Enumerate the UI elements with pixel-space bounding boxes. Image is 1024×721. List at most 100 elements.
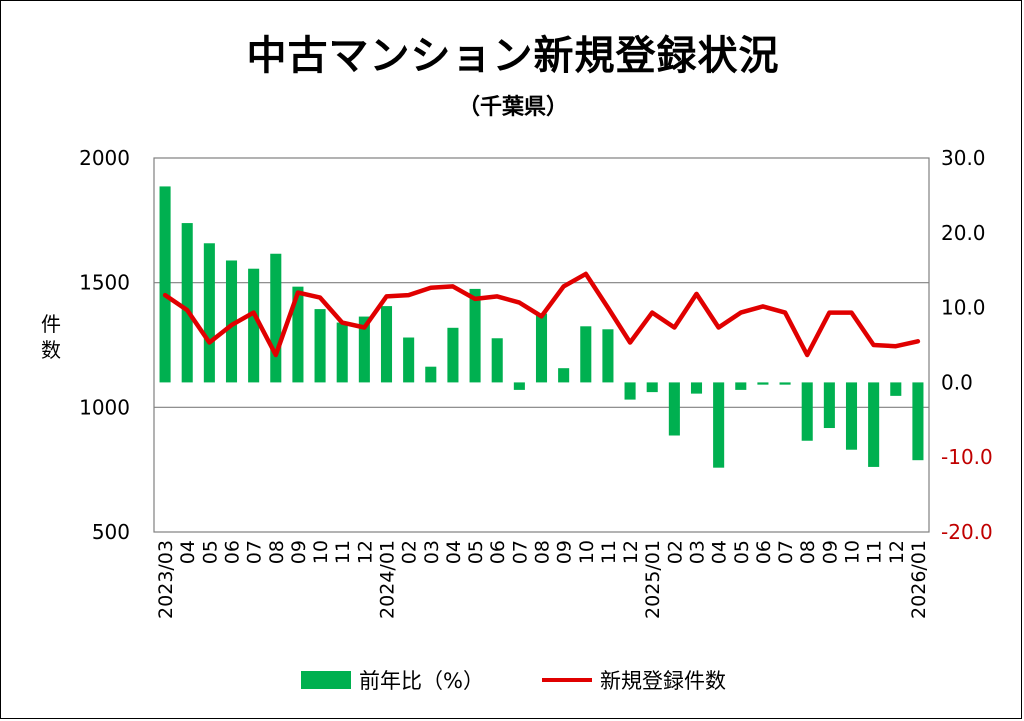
- bar-mark: [868, 382, 880, 467]
- y-axis-label-char: 件: [41, 312, 61, 336]
- bar-series: [159, 186, 924, 468]
- bar-mark: [292, 286, 304, 383]
- x-tick-label: 05: [731, 540, 753, 564]
- x-tick-label: 06: [753, 540, 775, 564]
- grid-lines: [153, 157, 930, 533]
- right-tick-label: -20.0: [941, 520, 993, 544]
- bar-mark: [757, 382, 769, 385]
- y-axis-label-char: 数: [41, 338, 61, 362]
- bar-mark: [447, 327, 459, 383]
- x-tick-label: 09: [819, 540, 841, 564]
- bar-mark: [314, 309, 326, 383]
- x-tick-label: 10: [576, 540, 598, 564]
- x-tick-label: 12: [886, 540, 908, 564]
- x-tick-label: 04: [177, 540, 199, 564]
- bar-mark: [801, 382, 813, 441]
- x-tick-label: 11: [598, 540, 620, 564]
- bar-mark: [181, 223, 193, 383]
- plot-border: [153, 157, 930, 533]
- left-tick-label: 500: [92, 520, 130, 544]
- legend-bar-swatch: [301, 671, 351, 689]
- legend: 前年比（%） 新規登録件数: [301, 665, 726, 695]
- right-tick-label: 30.0: [941, 146, 986, 170]
- x-tick-label: 10: [310, 540, 332, 564]
- left-tick-label: 1500: [79, 271, 130, 295]
- x-tick-label: 10: [842, 540, 864, 564]
- bar-mark: [668, 382, 680, 436]
- legend-item-line: 新規登録件数: [502, 665, 726, 695]
- x-tick-label: 2026/01: [908, 540, 930, 619]
- bar-mark: [403, 337, 415, 383]
- x-tick-label: 07: [509, 540, 531, 564]
- bar-mark: [248, 268, 260, 383]
- bar-mark: [159, 186, 171, 383]
- right-tick-label: 0.0: [941, 370, 973, 394]
- x-tick-label: 03: [421, 540, 443, 564]
- bar-mark: [580, 326, 592, 383]
- bar-mark: [336, 322, 348, 383]
- bar-mark: [823, 382, 835, 429]
- x-tick-label: 04: [709, 540, 731, 564]
- bar-mark: [779, 382, 791, 385]
- x-tick-label: 2025/01: [642, 540, 664, 619]
- chart-subtitle: （千葉県）: [457, 95, 568, 120]
- bar-mark: [513, 382, 525, 390]
- x-tick-label: 2024/01: [377, 540, 399, 619]
- legend-line-swatch: [541, 678, 592, 682]
- x-tick-label: 11: [864, 540, 886, 564]
- bar-mark: [890, 382, 902, 396]
- legend-item-bar: 前年比（%）: [301, 665, 484, 695]
- bar-mark: [690, 382, 703, 394]
- x-tick-label: 07: [775, 540, 797, 564]
- x-tick-label: 09: [288, 540, 310, 564]
- x-tick-label: 02: [399, 540, 421, 564]
- bar-mark: [845, 382, 858, 450]
- x-tick-label: 09: [554, 540, 576, 564]
- x-tick-label: 05: [199, 540, 221, 564]
- x-tick-label: 02: [664, 540, 686, 564]
- bar-mark: [491, 338, 503, 383]
- x-tick-label: 07: [244, 540, 266, 564]
- left-tick-label: 1000: [79, 395, 130, 419]
- x-tick-label: 12: [620, 540, 642, 564]
- line-series: [162, 271, 921, 358]
- bar-mark: [535, 313, 548, 383]
- x-tick-label: 2023/03: [155, 540, 177, 619]
- bar-mark: [735, 382, 747, 390]
- bar-mark: [469, 288, 481, 383]
- right-tick-label: 20.0: [941, 221, 986, 245]
- x-tick-label: 06: [487, 540, 509, 564]
- left-tick-label: 2000: [79, 146, 130, 170]
- bar-mark: [203, 243, 215, 383]
- bar-mark: [380, 306, 393, 383]
- x-tick-label: 08: [532, 540, 554, 564]
- line-series-path: [162, 271, 921, 358]
- x-tick-label: 08: [797, 540, 819, 564]
- x-tick-label: 06: [222, 540, 244, 564]
- axes: 2000 1500 1000 500 30.0 20.0 10.0 0.0 -10.0 -20.0…: [79, 146, 993, 619]
- bar-mark: [225, 260, 238, 383]
- y-axis-label: 件数: [41, 312, 61, 362]
- bar-mark: [425, 366, 437, 383]
- x-tick-label: 05: [465, 540, 487, 564]
- bar-mark: [602, 329, 614, 383]
- bar-mark: [558, 368, 570, 383]
- bar-mark: [358, 316, 370, 383]
- x-tick-label: 11: [332, 540, 354, 564]
- bar-mark: [624, 382, 636, 400]
- chart-title: 中古マンション新規登録状況: [246, 33, 780, 79]
- x-tick-label: 04: [443, 540, 465, 564]
- legend-bar-label: 前年比（%）: [359, 669, 484, 693]
- right-tick-label: -10.0: [941, 445, 993, 469]
- bar-mark: [912, 382, 924, 461]
- bar-mark: [646, 382, 658, 393]
- x-tick-label: 03: [687, 540, 709, 564]
- bar-mark: [713, 382, 725, 468]
- legend-line-label: 新規登録件数: [599, 669, 726, 693]
- x-tick-label: 08: [266, 540, 288, 564]
- bar-mark: [270, 253, 282, 383]
- right-tick-label: 10.0: [941, 296, 986, 320]
- x-tick-label: 12: [354, 540, 376, 564]
